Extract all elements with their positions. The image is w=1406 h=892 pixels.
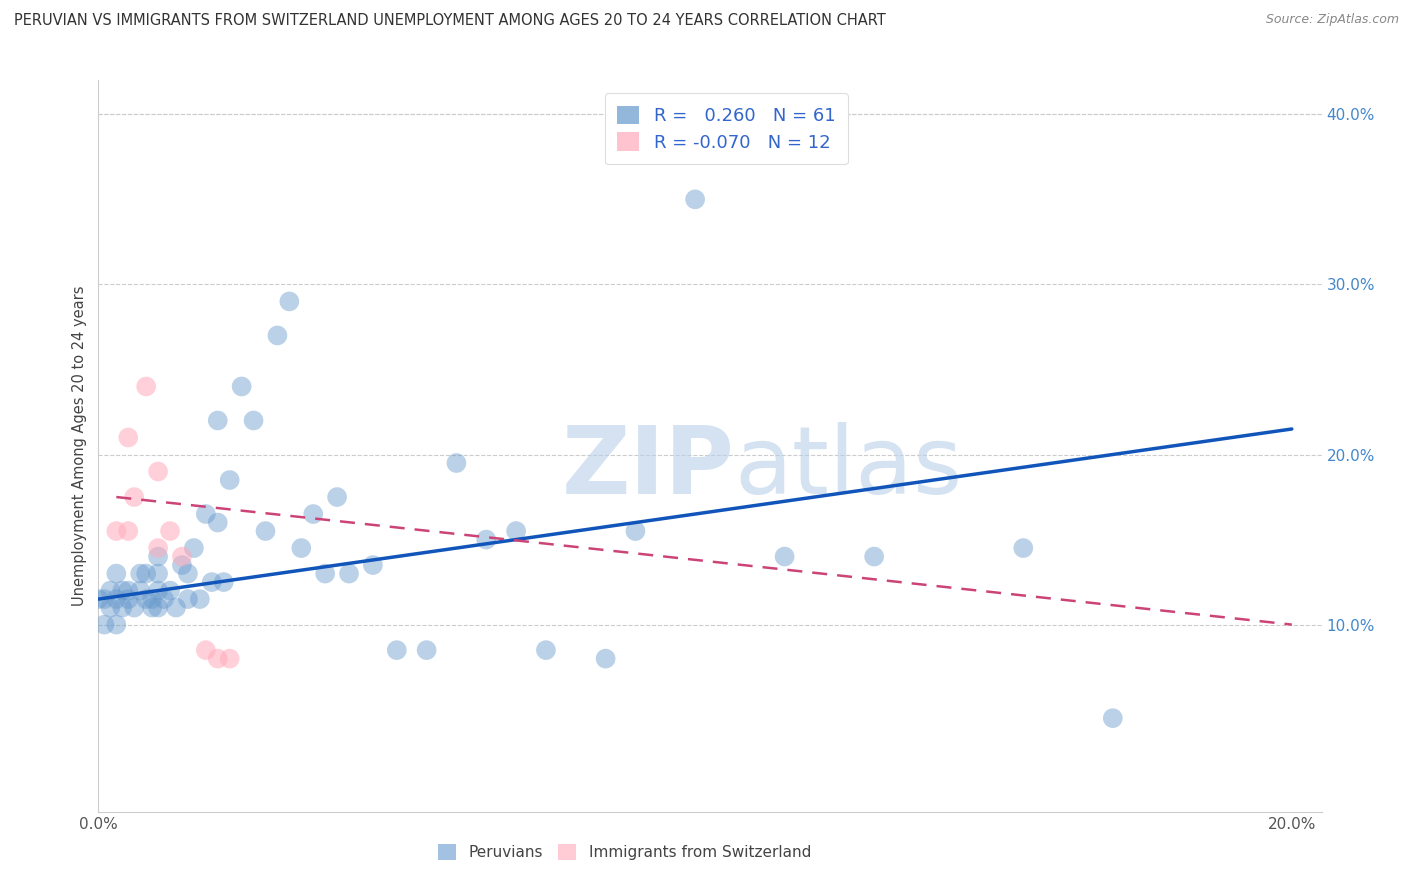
Point — [415, 643, 437, 657]
Point — [87, 592, 110, 607]
Point — [207, 516, 229, 530]
Point — [337, 566, 360, 581]
Point — [146, 541, 169, 555]
Point — [165, 600, 187, 615]
Point — [446, 456, 468, 470]
Point — [117, 583, 139, 598]
Point — [385, 643, 408, 657]
Point — [863, 549, 886, 564]
Point — [266, 328, 288, 343]
Point — [183, 541, 205, 555]
Point — [194, 643, 217, 657]
Point — [105, 524, 128, 538]
Point — [111, 600, 134, 615]
Point — [231, 379, 253, 393]
Point — [326, 490, 349, 504]
Point — [159, 583, 181, 598]
Point — [105, 566, 128, 581]
Point — [254, 524, 277, 538]
Point — [146, 549, 169, 564]
Point — [141, 600, 163, 615]
Point — [146, 465, 169, 479]
Point — [135, 379, 157, 393]
Point — [505, 524, 527, 538]
Point — [129, 583, 152, 598]
Point — [111, 583, 134, 598]
Point — [218, 473, 240, 487]
Legend: Peruvians, Immigrants from Switzerland: Peruvians, Immigrants from Switzerland — [432, 838, 817, 866]
Point — [242, 413, 264, 427]
Point — [290, 541, 312, 555]
Point — [146, 600, 169, 615]
Point — [135, 592, 157, 607]
Point — [194, 507, 217, 521]
Point — [207, 413, 229, 427]
Point — [1101, 711, 1123, 725]
Point — [595, 651, 617, 665]
Point — [122, 490, 145, 504]
Point — [117, 524, 139, 538]
Point — [177, 566, 200, 581]
Point — [683, 192, 706, 206]
Point — [773, 549, 796, 564]
Point — [98, 600, 121, 615]
Point — [201, 575, 224, 590]
Point — [475, 533, 498, 547]
Text: PERUVIAN VS IMMIGRANTS FROM SWITZERLAND UNEMPLOYMENT AMONG AGES 20 TO 24 YEARS C: PERUVIAN VS IMMIGRANTS FROM SWITZERLAND … — [14, 13, 886, 29]
Point — [146, 583, 169, 598]
Point — [141, 592, 163, 607]
Point — [212, 575, 235, 590]
Point — [129, 566, 152, 581]
Point — [170, 549, 193, 564]
Point — [117, 430, 139, 444]
Point — [361, 558, 384, 572]
Text: ZIP: ZIP — [561, 422, 734, 514]
Point — [122, 600, 145, 615]
Point — [135, 566, 157, 581]
Point — [170, 558, 193, 572]
Point — [98, 583, 121, 598]
Point — [1012, 541, 1035, 555]
Point — [188, 592, 211, 607]
Point — [624, 524, 647, 538]
Point — [146, 566, 169, 581]
Point — [117, 592, 139, 607]
Point — [278, 294, 301, 309]
Point — [105, 592, 128, 607]
Point — [534, 643, 557, 657]
Point — [105, 617, 128, 632]
Text: atlas: atlas — [734, 422, 963, 514]
Text: Source: ZipAtlas.com: Source: ZipAtlas.com — [1265, 13, 1399, 27]
Point — [207, 651, 229, 665]
Y-axis label: Unemployment Among Ages 20 to 24 years: Unemployment Among Ages 20 to 24 years — [72, 285, 87, 607]
Point — [302, 507, 325, 521]
Point — [314, 566, 336, 581]
Point — [93, 592, 115, 607]
Point — [93, 617, 115, 632]
Point — [159, 524, 181, 538]
Point — [153, 592, 176, 607]
Point — [218, 651, 240, 665]
Point — [177, 592, 200, 607]
